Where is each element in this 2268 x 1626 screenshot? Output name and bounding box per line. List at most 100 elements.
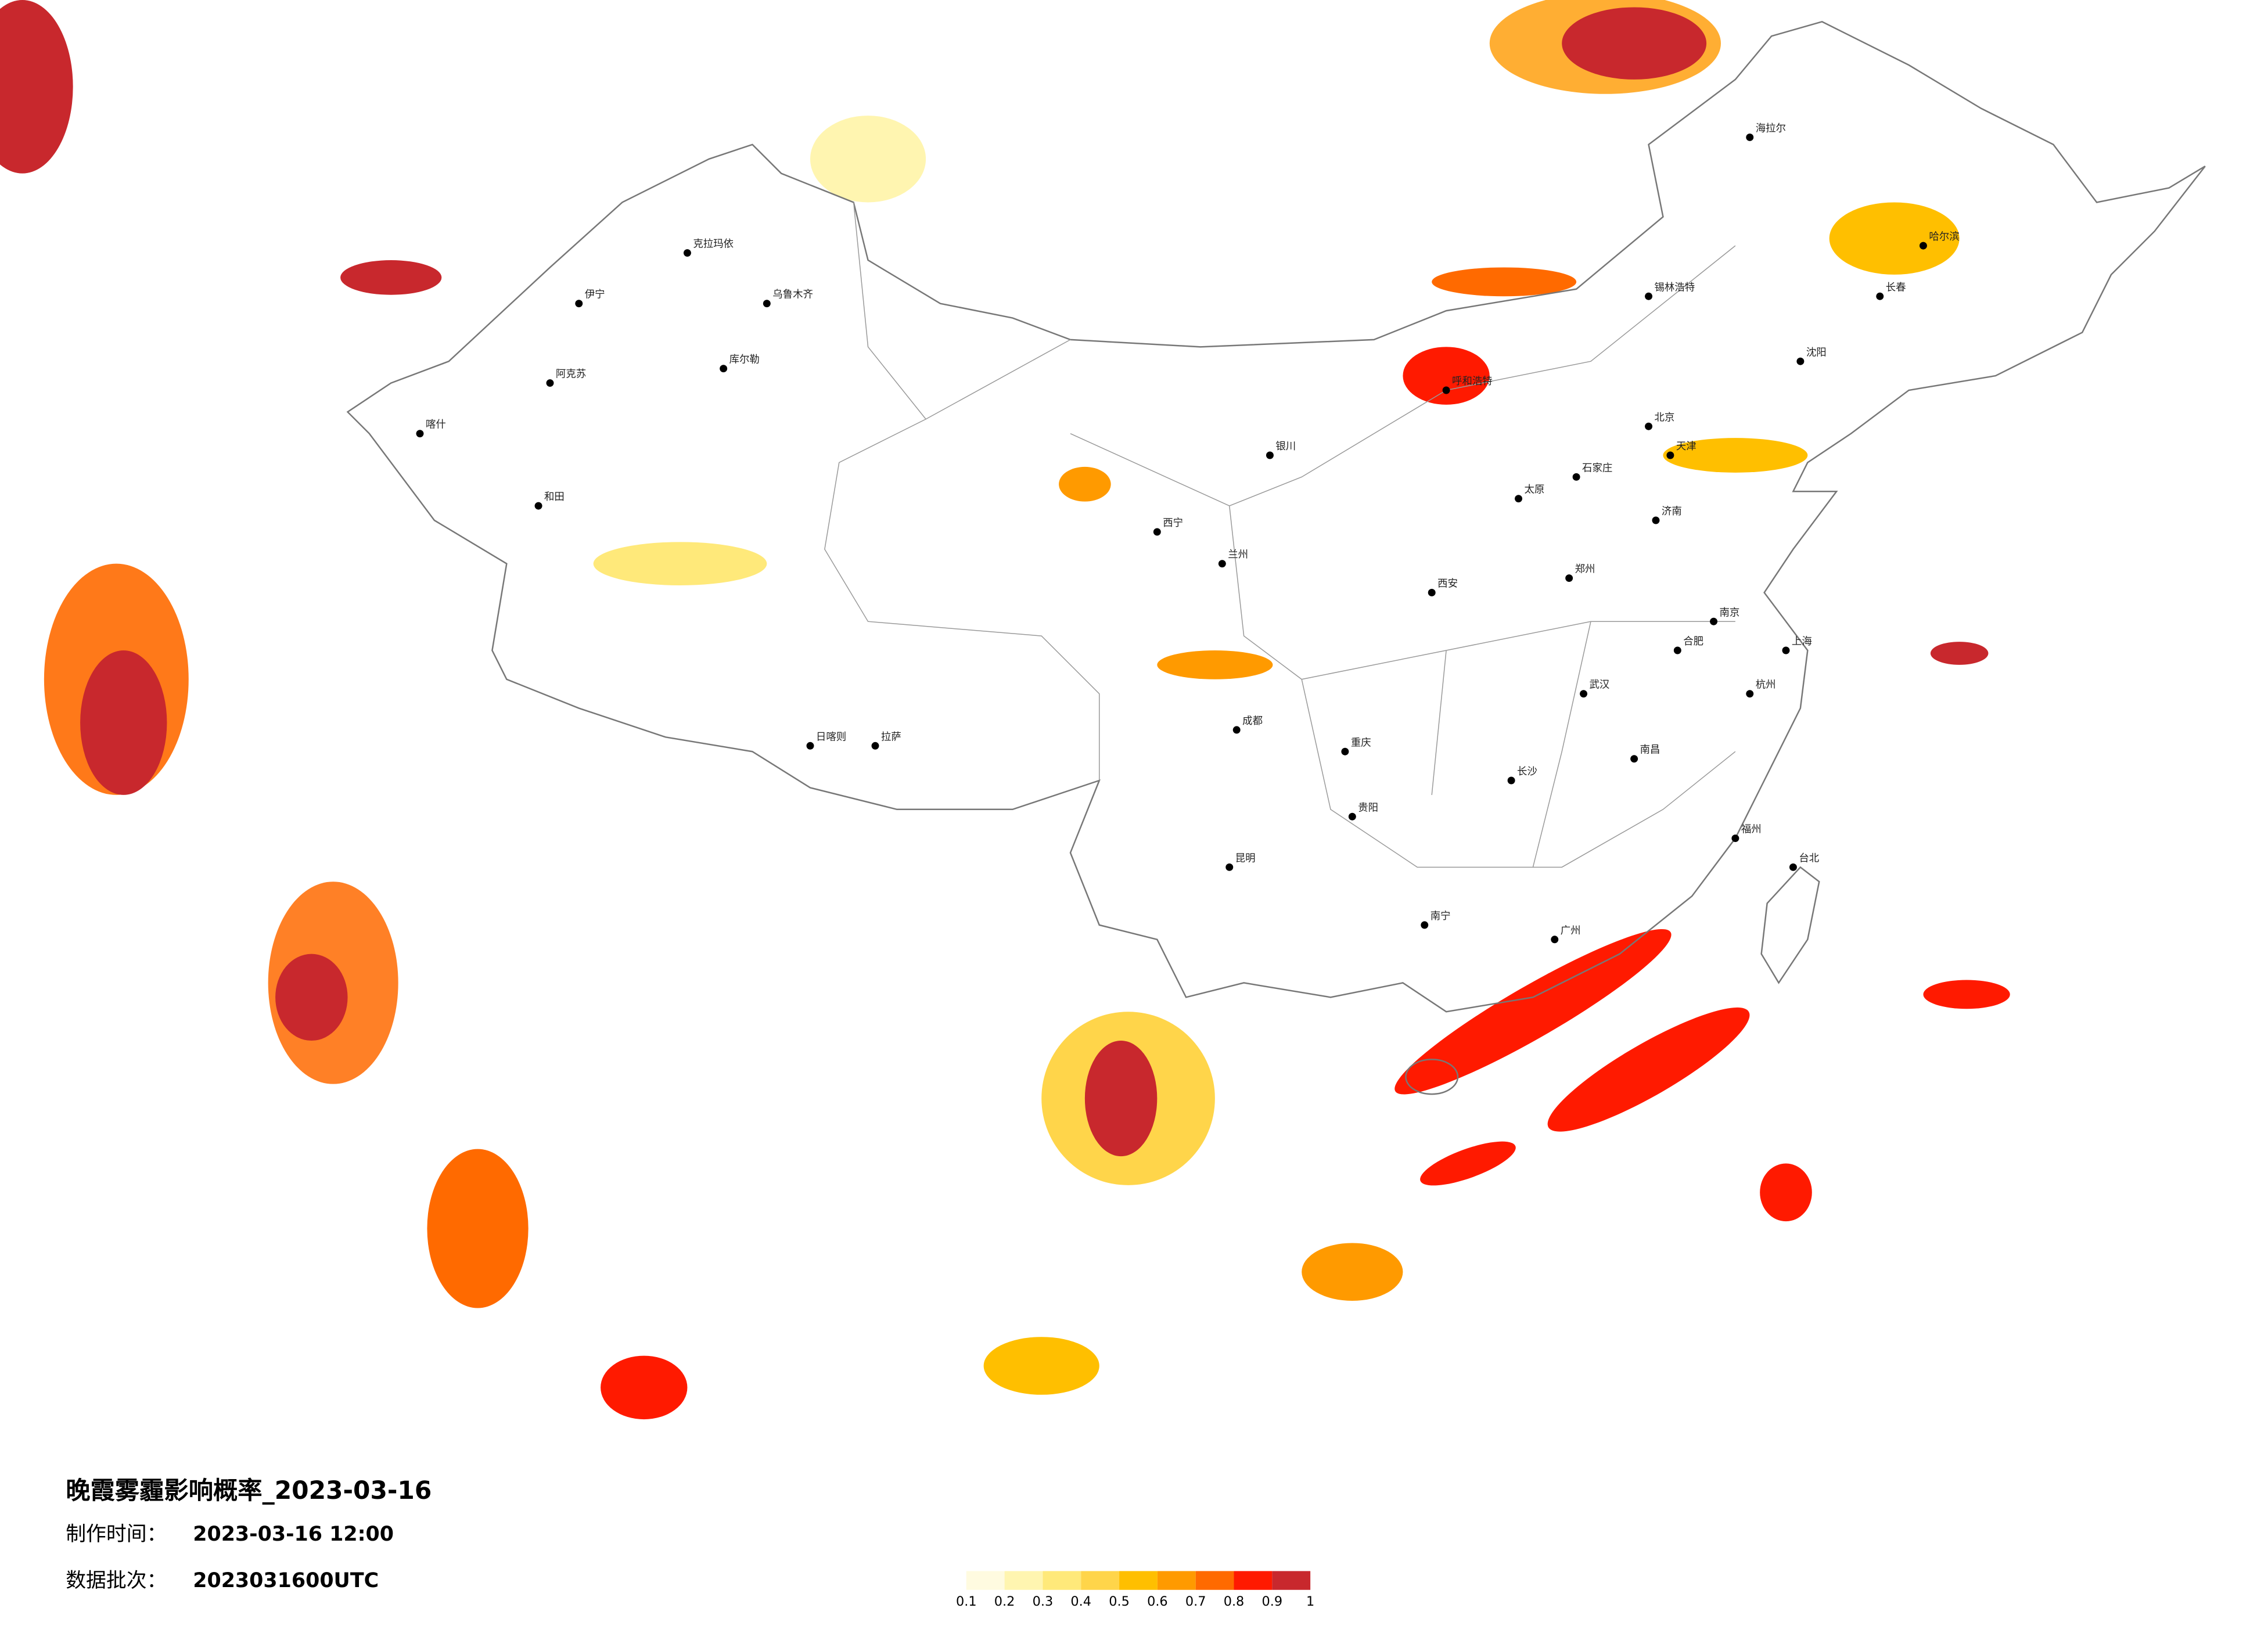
city-dot <box>683 249 691 257</box>
country-outline <box>346 21 2206 1013</box>
city-label: 克拉玛依 <box>693 239 734 250</box>
city-dot <box>1348 812 1356 821</box>
city-dot <box>1652 516 1660 524</box>
city-label: 济南 <box>1662 506 1682 517</box>
city-label: 郑州 <box>1575 564 1595 575</box>
legend-tick-label: 1 <box>1306 1594 1314 1609</box>
city-label: 台北 <box>1799 852 1819 864</box>
batch-label: 数据批次： <box>66 1569 167 1592</box>
legend-tick-label: 0.2 <box>994 1594 1015 1609</box>
haze-area <box>1432 267 1577 297</box>
made-time-label: 制作时间： <box>66 1523 167 1546</box>
haze-area <box>1760 1163 1812 1222</box>
city-label: 伊宁 <box>585 289 605 301</box>
haze-area <box>1403 347 1490 405</box>
city-label: 杭州 <box>1756 679 1776 691</box>
legend-swatch <box>1157 1571 1196 1590</box>
city-label: 北京 <box>1655 412 1675 423</box>
legend-swatch <box>1081 1571 1120 1590</box>
city-label: 广州 <box>1561 925 1581 937</box>
legend-tick-label: 0.1 <box>956 1594 977 1609</box>
haze-area <box>0 0 73 174</box>
city-label: 和田 <box>544 491 565 503</box>
city-label: 银川 <box>1275 441 1296 452</box>
city-label: 拉萨 <box>881 731 901 743</box>
city-dot <box>1515 495 1523 503</box>
haze-area <box>1829 202 1960 275</box>
city-dot <box>871 742 879 750</box>
made-time-value: 2023-03-16 12:00 <box>193 1523 394 1546</box>
city-label: 福州 <box>1741 824 1762 836</box>
city-label: 南京 <box>1720 607 1740 618</box>
city-label: 锡林浩特 <box>1655 282 1695 293</box>
city-label: 贵阳 <box>1358 802 1378 814</box>
city-label: 库尔勒 <box>729 354 760 366</box>
haze-area <box>340 260 442 295</box>
legend-swatch <box>1119 1571 1158 1590</box>
map-title: 晚霞雾霾影响概率_2023-03-16 <box>66 1476 432 1505</box>
hainan-outline <box>1405 1059 1459 1095</box>
city-label: 阿克苏 <box>556 369 586 380</box>
city-dot <box>416 430 424 438</box>
province-lines <box>824 202 1736 868</box>
city-dot <box>1710 617 1718 625</box>
city-label: 长沙 <box>1517 766 1537 778</box>
city-dot <box>1782 646 1790 654</box>
haze-area <box>1930 642 1989 665</box>
city-dot <box>1442 386 1450 394</box>
legend-tick-label: 0.5 <box>1109 1594 1130 1609</box>
legend-tick-label: 0.4 <box>1070 1594 1091 1609</box>
city-label: 哈尔滨 <box>1929 231 1959 243</box>
taiwan-outline <box>1760 866 1820 984</box>
city-dot <box>1731 834 1739 843</box>
city-label: 合肥 <box>1683 636 1703 647</box>
legend-tick-label: 0.8 <box>1224 1594 1245 1609</box>
city-dot <box>720 365 728 373</box>
city-label: 上海 <box>1792 636 1812 647</box>
probability-field <box>0 0 2010 1420</box>
city-label: 长春 <box>1886 282 1906 293</box>
haze-area <box>601 1355 688 1420</box>
city-dot <box>806 742 814 750</box>
city-label: 昆明 <box>1235 852 1256 864</box>
haze-area <box>1394 929 1672 1095</box>
city-label: 成都 <box>1242 715 1263 727</box>
city-label: 乌鲁木齐 <box>772 289 813 301</box>
city-dot <box>1580 690 1588 698</box>
city-label: 武汉 <box>1590 679 1610 691</box>
legend-tick-label: 0.9 <box>1262 1594 1283 1609</box>
city-dot <box>1428 588 1436 596</box>
city-label: 喀什 <box>426 419 446 431</box>
city-dot <box>1565 574 1573 582</box>
city-label: 南昌 <box>1640 744 1660 756</box>
city-dot <box>1746 690 1754 698</box>
city-label: 天津 <box>1676 441 1696 452</box>
city-dot <box>1789 863 1797 871</box>
legend-swatch <box>1195 1571 1234 1590</box>
city-label: 西安 <box>1437 578 1458 589</box>
haze-area <box>1084 1041 1158 1157</box>
city-dot <box>1796 357 1805 365</box>
city-dot <box>1218 560 1226 568</box>
city-label: 石家庄 <box>1582 462 1612 474</box>
city-dot <box>1876 292 1884 300</box>
haze-area <box>1302 1243 1403 1301</box>
legend-tick-label: 0.6 <box>1147 1594 1168 1609</box>
haze-area <box>983 1337 1099 1395</box>
city-label: 日喀则 <box>816 731 846 743</box>
boundaries <box>346 21 2206 1095</box>
batch-value: 2023031600UTC <box>193 1569 379 1592</box>
city-dot <box>534 502 542 510</box>
city-label: 重庆 <box>1351 737 1371 749</box>
haze-area <box>1562 7 1707 80</box>
city-label: 西宁 <box>1163 517 1183 529</box>
haze-area <box>275 954 348 1041</box>
city-dot <box>1266 451 1274 459</box>
city-dot <box>575 300 583 308</box>
legend-swatch <box>966 1571 1005 1590</box>
legend-swatch <box>1234 1571 1273 1590</box>
city-label: 呼和浩特 <box>1452 376 1493 387</box>
